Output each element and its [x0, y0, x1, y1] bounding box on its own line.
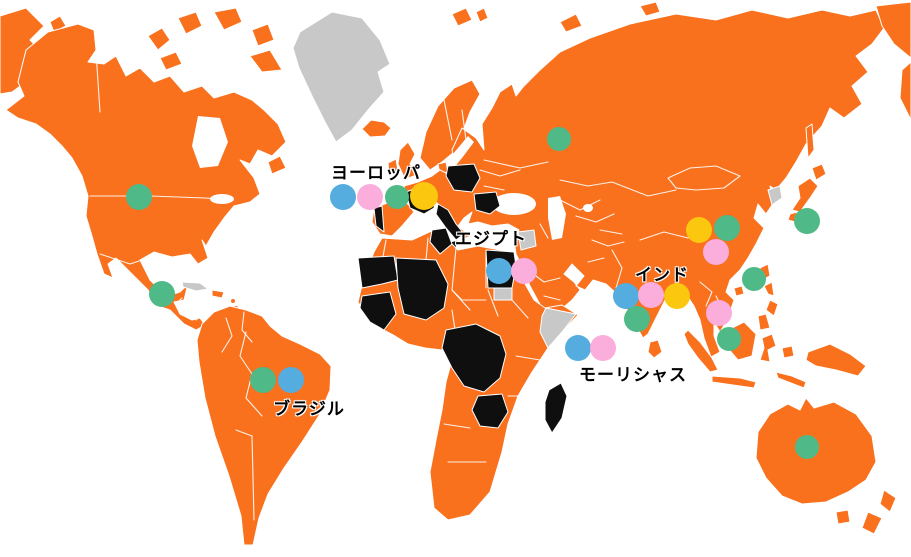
- dot-europe-pink: [357, 184, 383, 210]
- dot-brazil-green: [250, 367, 276, 393]
- dot-south-china-green: [742, 267, 766, 291]
- region-label-india: インド: [635, 265, 689, 285]
- dot-usa-green: [126, 184, 152, 210]
- dot-india-pink: [638, 282, 664, 308]
- region-label-europe: ヨーロッパ: [331, 163, 421, 183]
- dot-india-green: [624, 306, 650, 332]
- dot-brazil-blue: [278, 367, 304, 393]
- dot-australia-green: [795, 435, 819, 459]
- region-label-mauritius: モーリシャス: [579, 365, 687, 385]
- dot-egypt-blue: [486, 258, 512, 284]
- dot-europe-blue: [330, 184, 356, 210]
- dot-malaysia-green: [717, 327, 741, 351]
- dot-china-pink: [703, 239, 729, 265]
- sea-cutout-layer: [192, 116, 593, 240]
- dot-egypt-pink: [511, 258, 537, 284]
- dot-europe-yellow: [410, 182, 438, 210]
- landmass-layer: [0, 1, 911, 546]
- dot-india-yellow: [664, 283, 690, 309]
- dot-mauritius-pink: [590, 335, 616, 361]
- dot-india-blue: [613, 283, 639, 309]
- dot-central-america-green: [149, 281, 175, 307]
- dot-europe-green: [385, 185, 409, 209]
- dot-russia-green: [547, 127, 571, 151]
- dot-japan-green: [794, 208, 820, 234]
- dot-china-yellow: [686, 217, 712, 243]
- highlight-country-layer: [357, 163, 568, 434]
- border-line-layer: [89, 51, 741, 521]
- dot-mauritius-blue: [565, 335, 591, 361]
- neutral-country-layer: [181, 11, 783, 349]
- region-label-brazil: ブラジル: [273, 399, 345, 419]
- region-label-egypt: エジプト: [455, 229, 527, 249]
- dot-thailand-pink: [706, 300, 732, 326]
- dot-china-green: [714, 215, 740, 241]
